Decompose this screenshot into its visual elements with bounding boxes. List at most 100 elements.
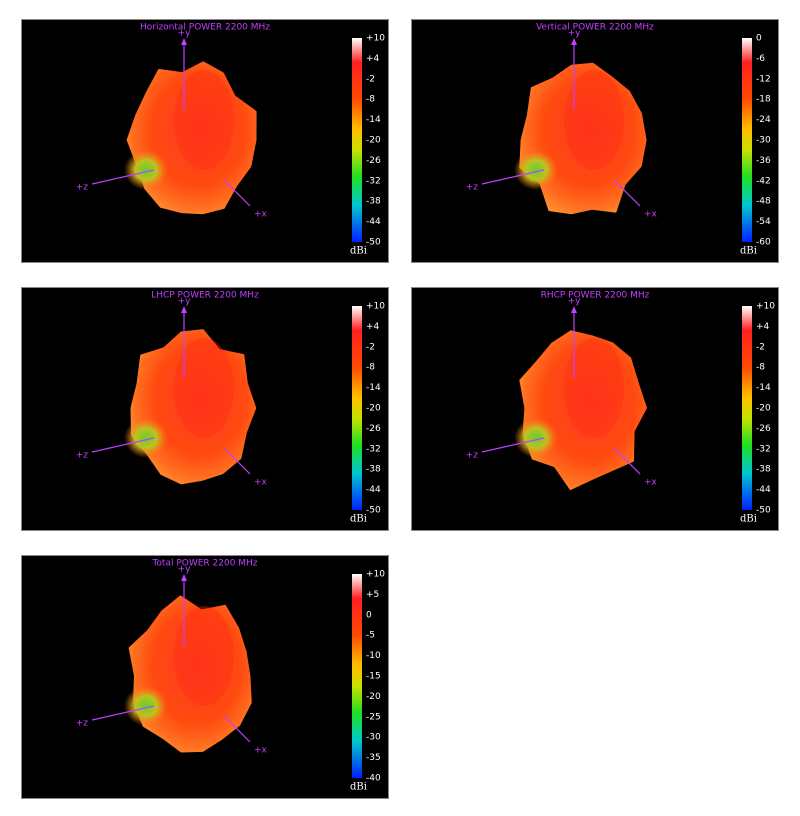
colorbar [352, 574, 362, 778]
axis-x [613, 179, 641, 207]
colorbar-tick-label: +10 [366, 34, 385, 44]
colorbar-tick-label: -15 [366, 672, 381, 682]
pattern-shading [514, 150, 558, 190]
axis-z [91, 705, 155, 721]
axis-label: +x [254, 478, 268, 488]
colorbar-tick-label: -50 [756, 506, 771, 516]
pattern-shading [514, 418, 558, 458]
axis-x [223, 447, 251, 475]
axis-label: +y [568, 297, 582, 307]
colorbar-tick-label: +4 [366, 322, 380, 332]
axis-label: +y [178, 565, 192, 575]
axis-z [481, 169, 545, 185]
colorbar-tick-label: -8 [366, 95, 375, 105]
arrow [181, 38, 187, 45]
colorbar [742, 38, 752, 242]
colorbar-tick-label: -38 [756, 465, 771, 475]
colorbar-tick-label: -6 [756, 54, 765, 64]
colorbar-tick-label: -44 [366, 217, 381, 227]
colorbar [742, 306, 752, 510]
axis-label: +x [254, 746, 268, 756]
colorbar-tick-label: -20 [366, 692, 381, 702]
colorbar-tick-label: -2 [366, 74, 375, 84]
colorbar-tick-label: -35 [366, 753, 381, 763]
colorbar-tick-label: +10 [756, 302, 775, 312]
colorbar-tick-label: -32 [366, 444, 381, 454]
colorbar-tick-label: -60 [756, 238, 771, 248]
colorbar-tick-label: -5 [366, 631, 375, 641]
pattern-shading [124, 418, 168, 458]
colorbar-tick-label: +5 [366, 590, 379, 600]
panel-title: RHCP POWER 2200 MHz [541, 291, 650, 301]
colorbar-tick-label: -20 [366, 136, 381, 146]
colorbar-tick-label: -8 [756, 363, 765, 373]
axis-x [613, 447, 641, 475]
colorbar-tick-label: -30 [366, 733, 381, 743]
colorbar-tick-label: -30 [756, 136, 771, 146]
arrow [571, 38, 577, 45]
colorbar-tick-label: -20 [366, 404, 381, 414]
colorbar-unit: dBi [740, 246, 757, 257]
axis-x [223, 179, 251, 207]
colorbar-tick-label: -48 [756, 197, 771, 207]
colorbar [352, 306, 362, 510]
colorbar-tick-label: -10 [366, 651, 381, 661]
axis-z [91, 169, 155, 185]
pattern-shading [564, 70, 624, 170]
axis-label: +x [644, 210, 658, 220]
colorbar-tick-label: -50 [366, 238, 381, 248]
colorbar-unit: dBi [350, 782, 367, 793]
axis-label: +y [568, 29, 582, 39]
arrow [571, 306, 577, 313]
colorbar [352, 38, 362, 242]
pattern-shading [174, 338, 234, 438]
colorbar-tick-label: -26 [366, 424, 381, 434]
pattern-shading [124, 686, 168, 726]
colorbar-tick-label: -2 [366, 342, 375, 352]
colorbar-tick-label: +4 [756, 322, 770, 332]
axis-label: +z [76, 719, 89, 729]
colorbar-tick-label: -14 [756, 383, 771, 393]
arrow [181, 306, 187, 313]
colorbar-tick-label: -50 [366, 506, 381, 516]
radiation-panel: +y +z +x LHCP POWER 2200 MHz +10 +4 -2 -8 -14 -20… [21, 287, 389, 531]
colorbar-tick-label: -44 [756, 485, 771, 495]
colorbar-tick-label: -26 [366, 156, 381, 166]
colorbar-tick-label: -18 [756, 95, 771, 105]
colorbar-tick-label: -8 [366, 363, 375, 373]
panel-title: LHCP POWER 2200 MHz [151, 291, 259, 301]
radiation-panel: +y +z +x RHCP POWER 2200 MHz +10 +4 -2 -8 -14 -20… [411, 287, 779, 531]
colorbar-unit: dBi [350, 514, 367, 525]
panel-title: Horizontal POWER 2200 MHz [140, 23, 270, 33]
axis-label: +x [254, 210, 268, 220]
colorbar-tick-label: +10 [366, 570, 385, 580]
colorbar-tick-label: -20 [756, 404, 771, 414]
colorbar-tick-label: +4 [366, 54, 380, 64]
axis-label: +z [466, 451, 479, 461]
arrow [181, 574, 187, 581]
axis-label: +z [76, 183, 89, 193]
colorbar-tick-label: -42 [756, 176, 771, 186]
colorbar-tick-label: -24 [756, 115, 771, 125]
colorbar-tick-label: -26 [756, 424, 771, 434]
radiation-panel: +y +z +x Vertical POWER 2200 MHz 0 -6 -12 -18 -2… [411, 19, 779, 263]
axis-label: +y [178, 297, 192, 307]
axis-x [223, 715, 251, 743]
colorbar-tick-label: -38 [366, 197, 381, 207]
axis-label: +y [178, 29, 192, 39]
pattern-shading [174, 606, 234, 706]
colorbar-tick-label: -14 [366, 115, 381, 125]
colorbar-tick-label: -44 [366, 485, 381, 495]
axis-label: +x [644, 478, 658, 488]
colorbar-tick-label: -25 [366, 712, 381, 722]
colorbar-tick-label: -54 [756, 217, 771, 227]
axis-label: +z [466, 183, 479, 193]
axis-z [91, 437, 155, 453]
colorbar-tick-label: +10 [366, 302, 385, 312]
colorbar-tick-label: -32 [756, 444, 771, 454]
axis-z [481, 437, 545, 453]
pattern-shading [564, 338, 624, 438]
colorbar-tick-label: -32 [366, 176, 381, 186]
pattern-shading [124, 150, 168, 190]
